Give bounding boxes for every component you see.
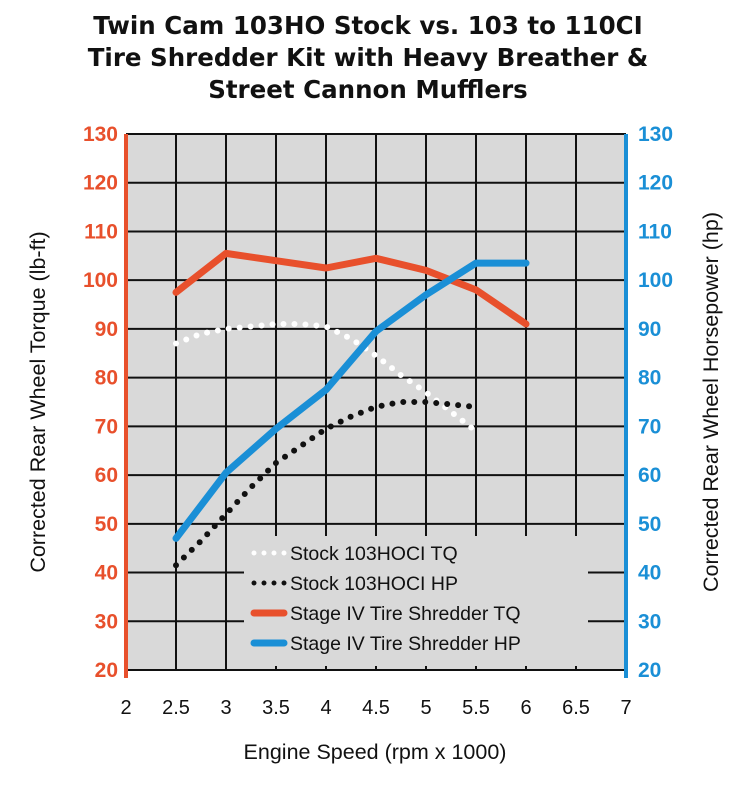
- x-tick-label: 6.5: [562, 697, 590, 719]
- y-right-tick-label: 60: [638, 464, 661, 487]
- y-left-tick-label: 110: [84, 220, 118, 243]
- y-right-tick-label: 130: [638, 123, 673, 146]
- y-right-tick-label: 40: [638, 562, 661, 585]
- x-tick-label: 5: [420, 697, 431, 719]
- x-tick-label: 4: [320, 697, 331, 719]
- y-left-tick-label: 120: [83, 172, 118, 195]
- series-line-stage-iv-tire-shredder-hp: [172, 259, 530, 542]
- y-right-tick-label: 50: [638, 513, 661, 536]
- x-tick-label: 3.5: [262, 697, 290, 719]
- chart-title-line-1: Twin Cam 103HO Stock vs. 103 to 110CI: [93, 11, 643, 40]
- x-tick-label: 2.5: [162, 697, 190, 719]
- y-right-tick-label: 100: [638, 269, 673, 292]
- y-right-tick-label: 110: [638, 220, 672, 243]
- y-left-tick-label: 50: [95, 513, 118, 536]
- y-left-tick-label: 90: [95, 318, 118, 341]
- x-axis-title: Engine Speed (rpm x 1000): [244, 740, 507, 764]
- y-left-tick-label: 30: [95, 610, 118, 633]
- y-right-tick-label: 90: [638, 318, 661, 341]
- chart-title-line-2: Tire Shredder Kit with Heavy Breather &: [88, 43, 649, 72]
- y-right-tick-label: 80: [638, 367, 661, 390]
- y-left-tick-label: 130: [83, 123, 118, 146]
- y-right-tick-label: 30: [638, 610, 661, 633]
- y-right-tick-label: 20: [638, 659, 661, 682]
- y-left-tick-label: 70: [95, 415, 118, 438]
- y-axis-right-title: Corrected Rear Wheel Horsepower (hp): [699, 212, 723, 592]
- y-right-tick-label: 120: [638, 172, 673, 195]
- legend-label: Stage IV Tire Shredder TQ: [290, 603, 521, 625]
- legend: Stock 103HOCI TQ Stock 103HOCI HP Stage IV…: [244, 536, 588, 666]
- x-tick-label: 2: [120, 697, 131, 719]
- legend-background: [244, 536, 588, 666]
- chart-title: Twin Cam 103HO Stock vs. 103 to 110CI Ti…: [88, 11, 649, 104]
- y-left-tick-label: 100: [83, 269, 118, 292]
- legend-label: Stock 103HOCI TQ: [290, 543, 458, 565]
- series-line-stage-iv-tire-shredder-tq: [172, 249, 530, 328]
- y-left-tick-label: 40: [95, 562, 118, 585]
- y-right-tick-label: 70: [638, 415, 661, 438]
- x-tick-label: 3: [220, 697, 231, 719]
- x-tick-label: 7: [620, 697, 631, 719]
- legend-label: Stock 103HOCI HP: [290, 573, 458, 595]
- y-left-tick-label: 60: [95, 464, 118, 487]
- series-layer: [172, 249, 530, 569]
- x-tick-label: 4.5: [362, 697, 390, 719]
- x-tick-label: 5.5: [462, 697, 490, 719]
- legend-label: Stage IV Tire Shredder HP: [290, 633, 521, 655]
- chart-title-line-3: Street Cannon Mufflers: [208, 75, 528, 104]
- x-tick-label: 6: [520, 697, 531, 719]
- y-left-tick-label: 80: [95, 367, 118, 390]
- y-left-tick-label: 20: [95, 659, 118, 682]
- y-axis-left-title: Corrected Rear Wheel Torque (lb-ft): [26, 231, 50, 572]
- tick-labels: 130 130 120 120 110 110 100 100 90 90 80 80 70 70 60 60…: [83, 123, 673, 719]
